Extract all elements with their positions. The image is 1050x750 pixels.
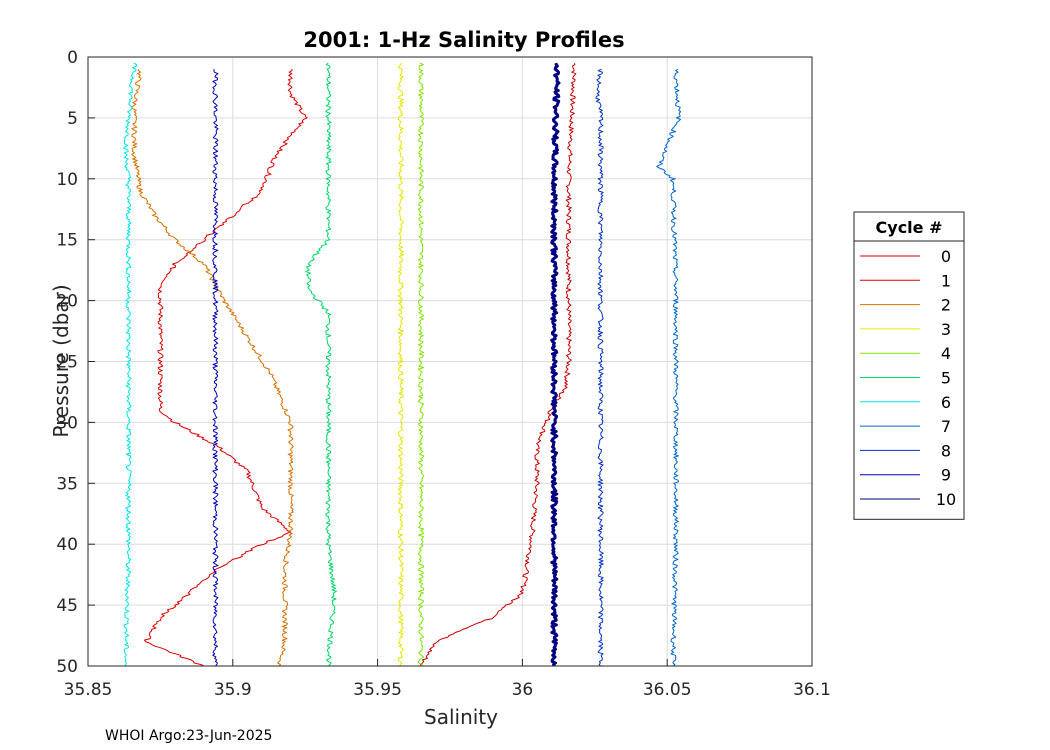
chart-title: 2001: 1-Hz Salinity Profiles (303, 28, 624, 52)
series-line-cycle-8 (595, 68, 604, 667)
series-line-cycle-5 (305, 62, 337, 667)
x-tick-label: 36.1 (793, 680, 831, 700)
series-group (123, 62, 682, 667)
y-tick-label: 25 (56, 353, 78, 373)
y-tick-label: 50 (56, 657, 78, 677)
series-line-cycle-3 (397, 62, 404, 667)
y-tick-label: 0 (67, 48, 78, 68)
series-line-cycle-10 (550, 62, 561, 667)
series-line-cycle-2 (131, 69, 294, 667)
legend-entry-label: 7 (941, 417, 951, 436)
legend-entry-label: 1 (941, 271, 951, 290)
y-tick-label: 5 (67, 109, 78, 129)
legend-entry-label: 4 (941, 344, 951, 363)
legend-entry-label: 6 (941, 393, 951, 412)
series-line-cycle-0 (420, 63, 577, 667)
y-axis-label: Pressure (dbar) (49, 284, 73, 437)
y-tick-label: 45 (56, 596, 78, 616)
x-tick-label: 36 (512, 680, 534, 700)
x-axis-label: Salinity (424, 705, 498, 729)
series-line-cycle-9 (212, 69, 219, 667)
series-line-cycle-7 (656, 68, 682, 667)
y-tick-label: 30 (56, 413, 78, 433)
legend-entry-label: 5 (941, 369, 951, 388)
y-tick-label: 40 (56, 535, 78, 555)
x-tick-label: 35.9 (214, 680, 252, 700)
grid (87, 56, 813, 667)
x-ticks: 35.85 35.9 35.95 36 36.05 36.1 (64, 659, 831, 700)
legend-entry-label: 2 (941, 296, 951, 315)
legend-entry-label: 9 (941, 466, 951, 485)
legend-title: Cycle # (876, 218, 943, 237)
legend-entry-label: 8 (941, 441, 951, 460)
series-line-cycle-1 (143, 69, 308, 667)
legend-entry-label: 3 (941, 320, 951, 339)
y-tick-label: 10 (56, 170, 78, 190)
x-tick-label: 35.95 (353, 680, 402, 700)
y-tick-label: 20 (56, 292, 78, 312)
y-tick-label: 35 (56, 474, 78, 494)
series-line-cycle-6 (123, 62, 137, 667)
y-tick-label: 15 (56, 231, 78, 251)
y-ticks: 0 5 10 15 20 25 30 35 40 45 50 (56, 48, 95, 677)
legend-entry-label: 0 (941, 247, 951, 266)
x-tick-label: 36.05 (643, 680, 692, 700)
legend-entry-label: 10 (936, 490, 956, 509)
series-line-cycle-4 (417, 62, 425, 667)
footer-stamp: WHOI Argo:23-Jun-2025 (105, 728, 272, 744)
legend: Cycle # 0 1 2 3 4 5 6 7 8 9 10 (853, 211, 965, 520)
legend-box (853, 211, 965, 520)
x-tick-label: 35.85 (64, 680, 113, 700)
